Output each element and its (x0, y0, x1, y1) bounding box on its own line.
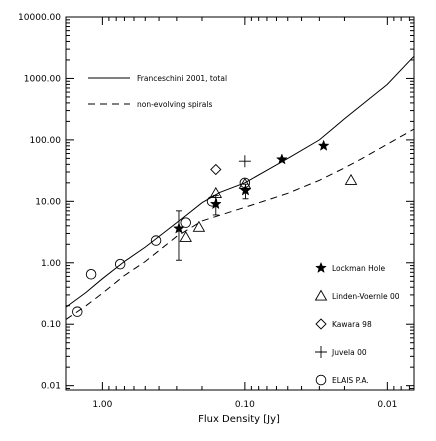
legend-marker-plus (315, 346, 327, 358)
data-point-star (275, 153, 288, 165)
data-point-circle (72, 306, 83, 317)
data-point-circle (85, 269, 97, 280)
data-point-circle (114, 258, 126, 270)
plot-frame (65, 16, 415, 391)
legend-marker-circle (315, 374, 327, 386)
y-tick-label: 1.00 (41, 259, 61, 269)
legend-marker-diamond (315, 318, 327, 330)
data-point-circle (206, 196, 218, 207)
legend-marker-star (315, 261, 327, 273)
legend-label: Kawara 98 (332, 320, 372, 329)
x-tick-label: 0.10 (235, 400, 255, 410)
y-tick-label: 10000.00 (18, 13, 61, 23)
data-point-star (239, 184, 252, 196)
data-point-triangle (238, 177, 252, 189)
data-point-triangle (209, 186, 223, 198)
x-axis-title: Flux Density [Jy] (198, 414, 280, 425)
legend-label: ELAIS P.A. (332, 376, 369, 385)
data-point-triangle (192, 220, 206, 232)
y-tick-label: 0.01 (41, 382, 61, 392)
data-point-star (317, 139, 330, 151)
y-tick-label: 100.00 (30, 136, 62, 146)
model-curve-nonevolving (65, 128, 415, 320)
data-point-circle (150, 235, 162, 246)
data-point-circle (180, 217, 191, 228)
data-point-triangle (179, 230, 192, 242)
data-point-triangle (344, 173, 358, 185)
legend-label: Linden-Voernle 00 (332, 292, 400, 301)
y-tick-label: 1000.00 (24, 74, 61, 84)
legend-marker-triangle (314, 289, 328, 301)
legend-label: Lockman Hole (332, 264, 385, 273)
legend-label: Juvela 00 (331, 348, 367, 357)
y-tick-label: 10.00 (35, 197, 61, 207)
legend-label: Franceschini 2001, total (137, 74, 227, 83)
legend-label: non-evolving spirals (137, 100, 212, 109)
data-point-diamond (210, 163, 222, 176)
data-point-circle (239, 177, 251, 189)
data-point-plus (238, 155, 251, 168)
model-curve-total (65, 55, 415, 308)
x-tick-label: 1.00 (92, 400, 112, 410)
y-tick-label: 0.10 (41, 320, 61, 330)
x-tick-label: 0.01 (377, 400, 397, 410)
